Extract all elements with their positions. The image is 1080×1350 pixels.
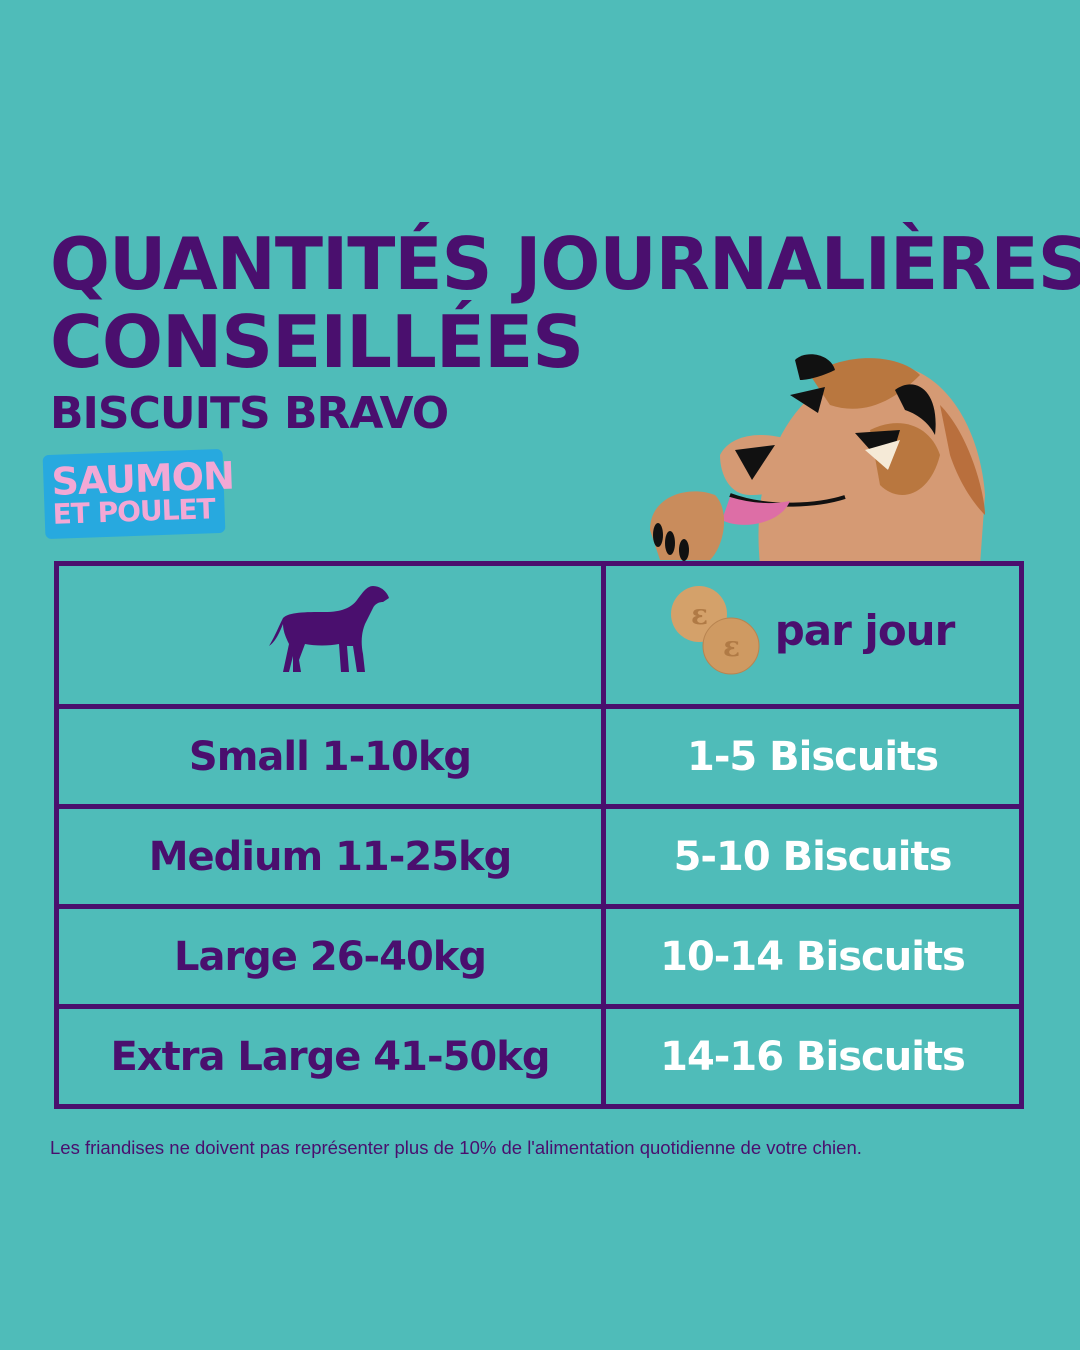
svg-text:ε: ε <box>691 598 707 631</box>
biscuit-amount-cell: 5-10 Biscuits <box>601 804 1024 909</box>
dog-size-cell: Small 1-10kg <box>54 704 606 809</box>
table-row: Extra Large 41-50kg 14-16 Biscuits <box>54 1004 1024 1109</box>
dog-size-header <box>54 561 606 709</box>
flavor-line2: ET POULET <box>52 492 216 531</box>
table-row: Medium 11-25kg 5-10 Biscuits <box>54 804 1024 909</box>
page-title-line2: CONSEILLÉES <box>50 300 584 384</box>
dog-silhouette-icon <box>269 586 389 672</box>
biscuit-icon: ε ε <box>670 586 760 675</box>
table-row: Small 1-10kg 1-5 Biscuits <box>54 704 1024 809</box>
dog-size-cell: Medium 11-25kg <box>54 804 606 909</box>
page-title-line1: QUANTITÉS JOURNALIÈRES <box>50 222 1080 306</box>
feeding-table: ε ε par jour Small 1-10kg 1-5 Biscuits M… <box>54 561 1024 1109</box>
flavor-badge: SAUMON ET POULET <box>42 448 235 540</box>
biscuit-amount-cell: 14-16 Biscuits <box>601 1004 1024 1109</box>
dog-size-cell: Extra Large 41-50kg <box>54 1004 606 1109</box>
footnote: Les friandises ne doivent pas représente… <box>50 1137 862 1158</box>
biscuit-amount-cell: 1-5 Biscuits <box>601 704 1024 809</box>
biscuit-amount-cell: 10-14 Biscuits <box>601 904 1024 1009</box>
table-header-row: ε ε par jour <box>54 561 1024 709</box>
product-subtitle: BISCUITS BRAVO <box>50 388 449 439</box>
per-day-label: par jour <box>774 605 956 655</box>
table-row: Large 26-40kg 10-14 Biscuits <box>54 904 1024 1009</box>
svg-text:ε: ε <box>723 630 739 663</box>
per-day-header: ε ε par jour <box>601 561 1024 709</box>
dog-size-cell: Large 26-40kg <box>54 904 606 1009</box>
dog-illustration-icon <box>650 354 985 565</box>
